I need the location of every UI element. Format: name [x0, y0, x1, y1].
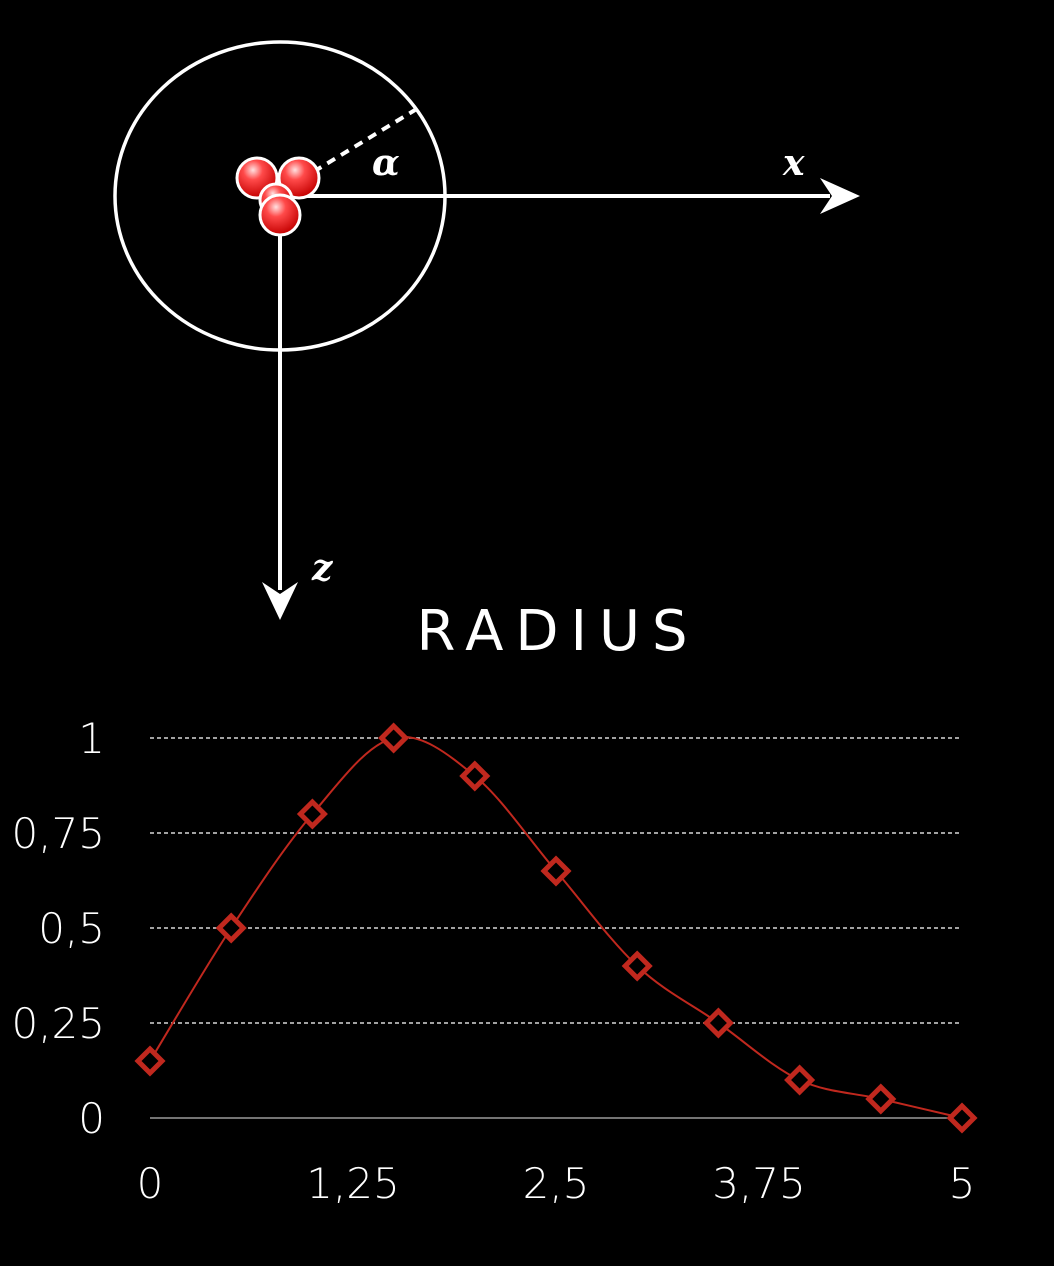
data-point-marker — [215, 912, 247, 944]
x-tick-label: 2,5 — [523, 1159, 590, 1208]
y-tick-label: 0,25 — [11, 999, 105, 1048]
chart-title: RADIUS — [416, 599, 699, 664]
data-point-marker — [459, 760, 491, 792]
x-tick-label: 1,25 — [306, 1159, 400, 1208]
data-point-marker — [946, 1102, 978, 1134]
data-point-marker — [865, 1083, 897, 1115]
nucleon-bottom — [258, 193, 302, 237]
y-tick-label: 0 — [78, 1094, 105, 1143]
z-axis-arrowhead — [262, 582, 298, 620]
x-tick-label: 5 — [949, 1159, 976, 1208]
z-axis-label: z — [311, 547, 334, 589]
angle-label: α — [372, 142, 400, 184]
x-tick-label: 0 — [137, 1159, 164, 1208]
data-point-marker — [296, 798, 328, 830]
data-point-marker — [784, 1064, 816, 1096]
y-tick-label: 1 — [78, 714, 105, 763]
x-tick-label: 3,75 — [712, 1159, 806, 1208]
angle-dashed-line — [298, 108, 417, 182]
data-point-marker — [702, 1007, 734, 1039]
y-tick-label: 0,75 — [11, 809, 105, 858]
data-point-marker — [540, 855, 572, 887]
nucleon-right — [277, 156, 321, 200]
radius-chart: 0 0,25 0,5 0,75 1 0 1,25 2,5 3,75 5 — [11, 714, 978, 1208]
x-axis-label: x — [782, 142, 805, 184]
data-point-marker — [134, 1045, 166, 1077]
data-point-marker — [621, 950, 653, 982]
x-axis-arrowhead — [820, 178, 860, 214]
nucleus-cluster — [235, 156, 321, 237]
data-point-marker — [378, 722, 410, 754]
orbit-diagram: α x z — [113, 40, 860, 620]
y-tick-label: 0,5 — [38, 904, 105, 953]
